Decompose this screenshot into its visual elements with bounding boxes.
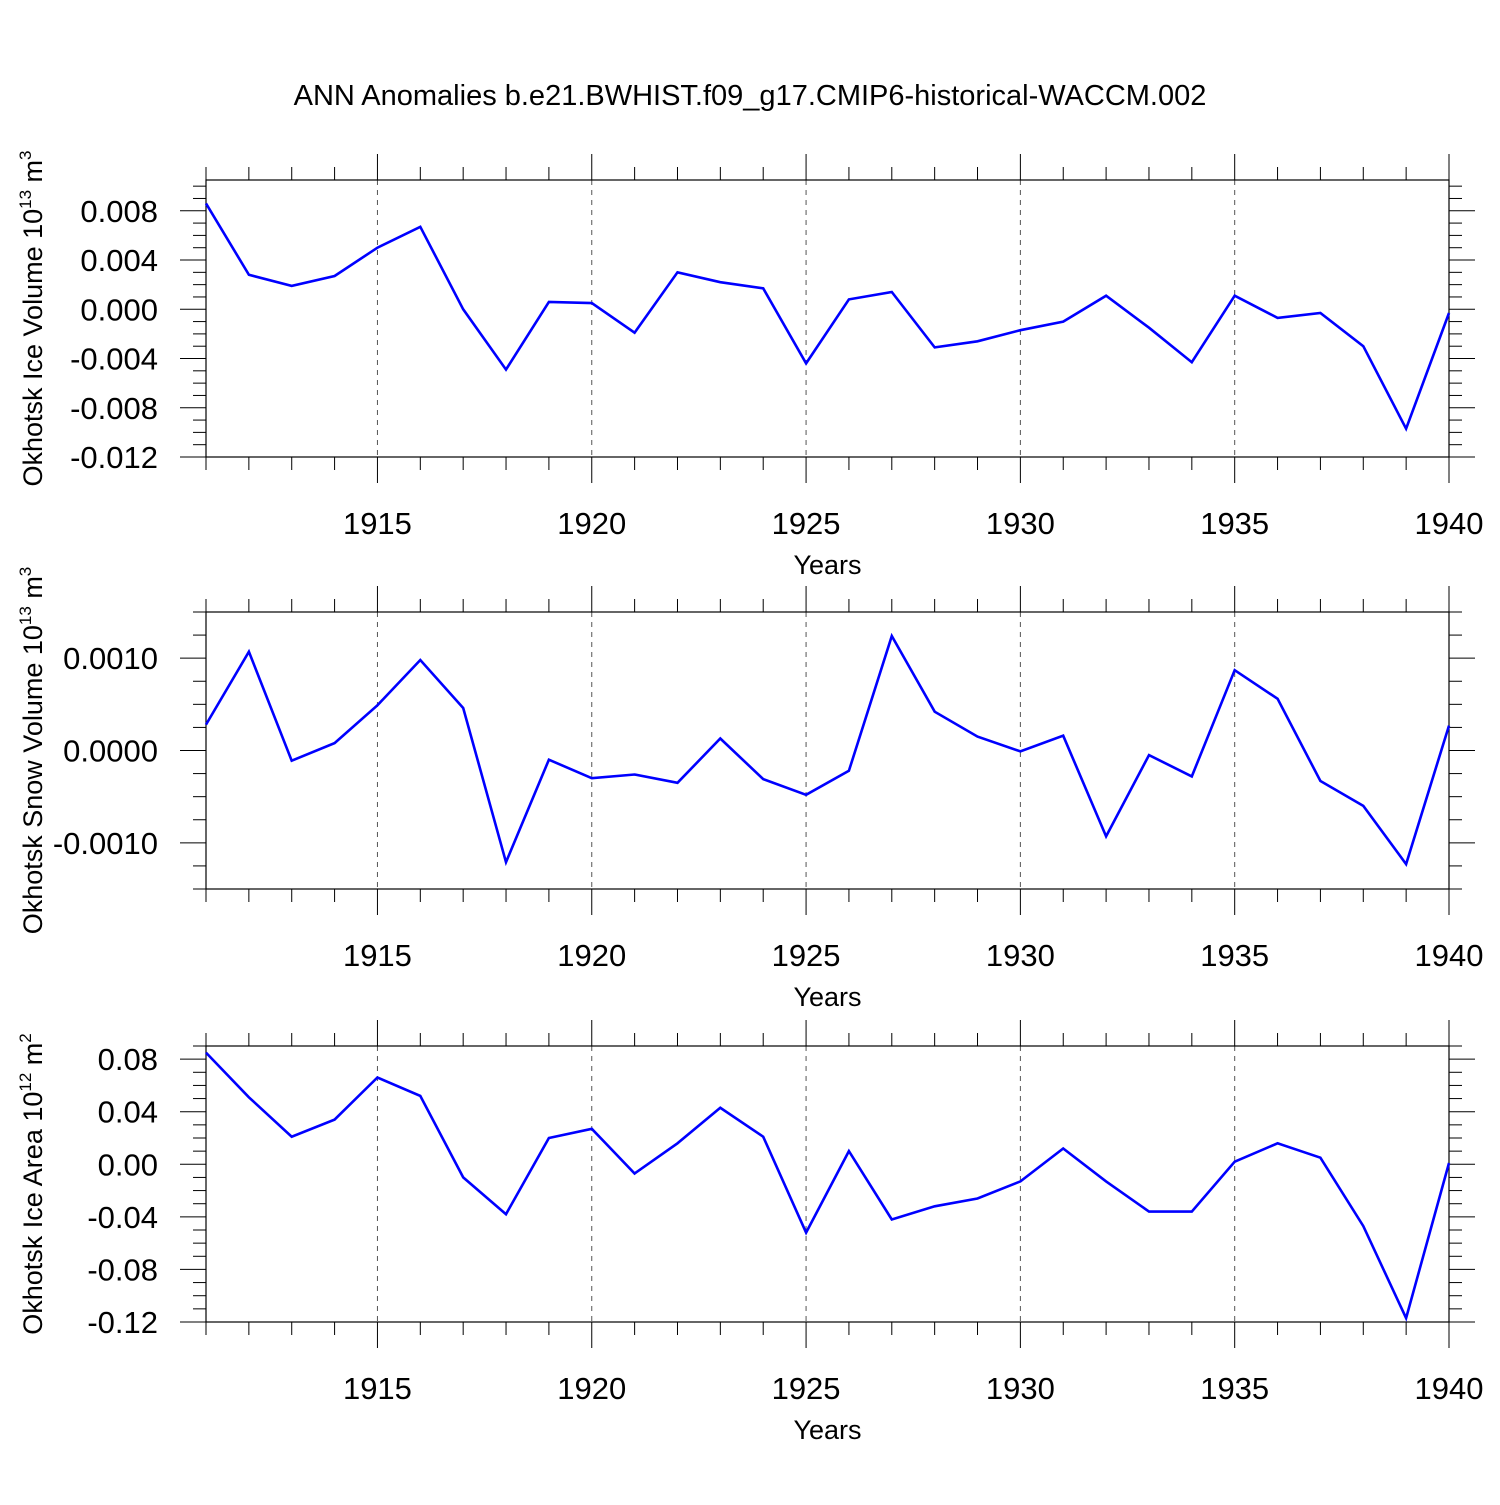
y-axis-label-superscript: 13 <box>16 190 35 209</box>
y-axis-label-text: Okhotsk Ice Volume 10 <box>18 209 48 487</box>
y-axis-label-superscript: 3 <box>16 567 35 576</box>
panels: 0.008 0.004 0.000 -0.004 -0.008 -0.012 1915 192… <box>16 150 1483 1445</box>
y-tick-label: 0.00 <box>98 1147 158 1182</box>
y-tick-label: 0.0000 <box>63 734 158 769</box>
series-line <box>204 632 1451 867</box>
x-tick-label: 1925 <box>772 1371 841 1406</box>
y-tick-label: 0.000 <box>80 292 158 327</box>
y-tick-label: 0.0010 <box>63 641 158 676</box>
y-tick-label: -0.008 <box>70 391 158 426</box>
y-axis-label-text: Okhotsk Ice Area 10 <box>18 1092 48 1335</box>
series-line <box>205 1051 1451 1322</box>
y-tick-label: -0.08 <box>87 1252 158 1287</box>
x-axis-label: Years <box>793 982 861 1012</box>
y-tick-label: 0.08 <box>98 1042 158 1077</box>
y-axis-label-superscript: 2 <box>16 1033 35 1042</box>
y-tick-label: -0.004 <box>70 342 158 377</box>
x-tick-label: 1930 <box>986 938 1055 973</box>
x-tick-label: 1920 <box>557 1371 626 1406</box>
x-tick-label: 1940 <box>1415 938 1484 973</box>
y-axis-label-superscript: 13 <box>16 606 35 625</box>
y-axis-label-text: Okhotsk Snow Volume 10 <box>18 625 48 934</box>
y-tick-label: -0.04 <box>87 1200 158 1235</box>
y-tick-label: 0.004 <box>80 243 158 278</box>
chart-panel-1: 0.008 0.004 0.000 -0.004 -0.008 -0.012 1915 192… <box>16 150 1483 580</box>
y-axis-label-text: m <box>18 160 48 190</box>
x-tick-label: 1935 <box>1200 938 1269 973</box>
x-tick-label: 1930 <box>986 506 1055 541</box>
x-tick-label: 1920 <box>557 938 626 973</box>
x-axis-label: Years <box>793 1415 861 1445</box>
y-axis-label: Okhotsk Ice Volume 1013 m3 <box>16 150 48 486</box>
x-tick-label: 1935 <box>1200 1371 1269 1406</box>
y-axis-label: Okhotsk Ice Area 1012 m2 <box>16 1033 48 1335</box>
chart-panel-3: 0.08 0.04 0.00 -0.04 -0.08 -0.12 1915 1920 1925 1… <box>16 1020 1483 1445</box>
x-tick-label: 1940 <box>1415 506 1484 541</box>
series-line <box>204 202 1451 432</box>
y-tick-label: -0.0010 <box>53 826 158 861</box>
y-axis-label-text: m <box>18 576 48 606</box>
figure-title: ANN Anomalies b.e21.BWHIST.f09_g17.CMIP6… <box>294 80 1207 112</box>
x-tick-label: 1930 <box>986 1371 1055 1406</box>
plot-frame <box>205 1045 1450 1323</box>
x-tick-label: 1925 <box>772 506 841 541</box>
x-tick-label: 1915 <box>343 1371 412 1406</box>
x-tick-label: 1925 <box>772 938 841 973</box>
y-axis-label: Okhotsk Snow Volume 1013 m3 <box>16 567 48 935</box>
x-tick-label: 1915 <box>343 506 412 541</box>
y-axis-label-text: m <box>18 1043 48 1073</box>
y-tick-label: 0.04 <box>98 1095 158 1130</box>
y-axis-label-superscript: 12 <box>16 1073 35 1092</box>
x-axis-label: Years <box>793 550 861 580</box>
y-tick-label: 0.008 <box>80 194 158 229</box>
y-tick-label: -0.12 <box>87 1305 158 1340</box>
x-tick-label: 1920 <box>557 506 626 541</box>
y-axis-label-superscript: 3 <box>16 150 35 159</box>
x-tick-label: 1940 <box>1415 1371 1484 1406</box>
x-tick-label: 1935 <box>1200 506 1269 541</box>
chart-panel-2: 0.0010 0.0000 -0.0010 1915 1920 1925 1930 1935 1… <box>16 567 1483 1012</box>
plot-frame <box>205 179 1450 458</box>
y-tick-label: -0.012 <box>70 440 158 475</box>
plot-frame <box>205 611 1450 890</box>
x-tick-label: 1915 <box>343 938 412 973</box>
